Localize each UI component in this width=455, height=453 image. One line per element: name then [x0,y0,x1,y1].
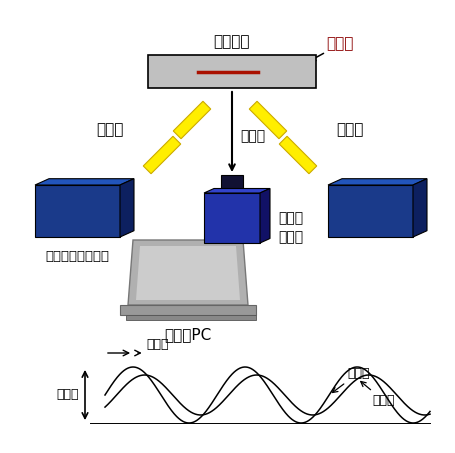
Polygon shape [128,240,248,305]
Text: 測定用PC: 測定用PC [164,327,212,342]
Bar [35,185,120,237]
Text: サンプル: サンプル [214,34,250,49]
Bar [148,55,316,88]
Text: 欠陥部: 欠陥部 [326,36,354,51]
Text: フラッシュランプ: フラッシュランプ [45,250,109,263]
Polygon shape [35,178,134,185]
Bar [221,175,243,193]
Bar [204,193,260,243]
Polygon shape [249,101,287,139]
Polygon shape [260,188,270,243]
Polygon shape [143,136,181,174]
Text: 基準波: 基準波 [333,366,369,392]
Text: 基準波: 基準波 [96,122,124,138]
Polygon shape [279,136,317,174]
Text: 反射波: 反射波 [361,381,395,407]
Polygon shape [328,178,427,185]
Polygon shape [136,246,240,300]
Text: 赤外線
カメラ: 赤外線 カメラ [278,211,303,245]
Bar [328,185,413,237]
Text: 反射波: 反射波 [240,130,265,144]
Bar [126,315,256,320]
Bar [120,305,256,315]
Polygon shape [413,178,427,237]
Text: 位相差: 位相差 [147,338,169,351]
Text: 温度差: 温度差 [56,389,79,401]
Polygon shape [173,101,211,139]
Polygon shape [204,188,270,193]
Polygon shape [120,178,134,237]
Text: 基準波: 基準波 [336,122,364,138]
